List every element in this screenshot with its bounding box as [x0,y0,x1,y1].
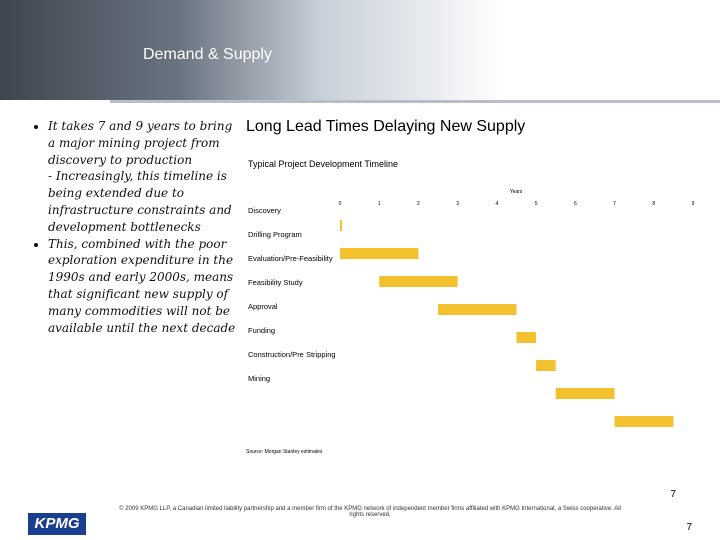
x-tick-label: 5 [535,201,538,207]
bullet: This, combined with the poor exploration… [48,236,238,337]
bar [438,304,517,315]
logo: KPMG [28,513,86,535]
x-tick-label: 0 [339,201,342,207]
x-tick-label: 3 [456,201,459,207]
header-image [0,0,720,100]
bar [614,416,674,427]
source: Source: Morgan Stanley estimates [246,449,323,455]
axis-label: Years [510,189,523,195]
bar [536,360,556,371]
sub-bullet: - Increasingly, this timeline is being e… [48,169,232,234]
row-label: Drilling Program [248,230,302,239]
bar [340,220,342,231]
slide-title: Demand & Supply [143,46,272,63]
page-number: 7 [686,522,692,533]
x-tick-label: 8 [652,201,655,207]
bullet-text: It takes 7 and 9 years to bring a major … [48,119,233,167]
x-tick-label: 1 [378,201,381,207]
row-label: Approval [248,302,278,311]
x-tick-label: 7 [613,201,616,207]
row-label: Funding [248,326,275,335]
chart-title: Long Lead Times Delaying New Supply [246,118,525,135]
x-tick-label: 9 [692,201,695,207]
chart-subtitle: Typical Project Development Timeline [248,159,398,169]
x-tick-label: 4 [495,201,498,207]
row-label: Evaluation/Pre-Feasibility [248,254,333,263]
row-label: Mining [248,374,270,383]
x-tick-label: 2 [417,201,420,207]
row-label: Construction/Pre Stripping [248,350,336,359]
header-rule [110,100,720,103]
bar [340,248,419,259]
bar [516,332,537,343]
row-label: Discovery [248,206,281,215]
copyright: © 2009 KPMG LLP, a Canadian limited liab… [119,506,621,518]
bullet-list: It takes 7 and 9 years to bring a major … [28,118,238,336]
x-tick-label: 6 [574,201,577,207]
bullet-text: This, combined with the poor exploration… [48,236,236,335]
row-label: Feasibility Study [248,278,303,287]
page-number: 7 [670,489,676,500]
bar [379,276,458,287]
bullet: It takes 7 and 9 years to bring a major … [48,118,238,236]
bar [555,388,615,399]
